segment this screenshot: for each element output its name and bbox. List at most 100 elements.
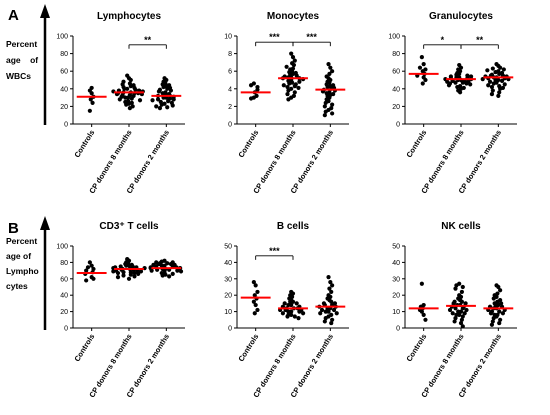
data-point (326, 275, 331, 280)
data-point (486, 83, 491, 88)
y-tick-label: 40 (224, 260, 232, 267)
data-point (419, 309, 424, 314)
data-point (280, 311, 285, 316)
category-label: CP donors 2 months (125, 128, 171, 195)
category-label: CP donors 2 months (289, 128, 335, 195)
data-point (489, 322, 495, 327)
data-point (128, 84, 133, 89)
category-label: CP donors 2 months (457, 128, 503, 195)
data-point (136, 271, 141, 276)
data-point (491, 81, 496, 86)
data-point (175, 268, 180, 273)
data-point (122, 86, 127, 91)
y-tick-label: 50 (392, 244, 400, 251)
category-label: Controls (404, 332, 428, 363)
row-b-ylabel-line-1: Percent (6, 236, 37, 246)
data-point (178, 269, 184, 274)
data-point (301, 311, 306, 316)
data-point (251, 299, 256, 304)
data-point (155, 97, 161, 102)
data-point (326, 62, 331, 67)
data-point (493, 69, 498, 75)
data-point (419, 55, 424, 60)
data-point (255, 289, 260, 295)
data-point (460, 324, 465, 329)
data-point (329, 299, 334, 304)
data-point (318, 311, 323, 316)
data-point (159, 263, 164, 268)
category-label: CP donors 2 months (457, 332, 503, 399)
y-tick-label: 20 (392, 293, 400, 300)
data-point (286, 309, 291, 314)
y-tick-label: 10 (224, 309, 232, 316)
data-point (156, 89, 162, 94)
data-point (281, 83, 286, 88)
y-tick-label: 40 (60, 86, 68, 93)
data-point (123, 95, 128, 100)
y-tick-label: 100 (388, 34, 400, 41)
data-point (499, 78, 505, 83)
data-point (493, 302, 498, 308)
data-point (458, 90, 463, 95)
panel-title: Monocytes (267, 11, 320, 22)
data-point (91, 276, 96, 281)
data-point (447, 307, 453, 313)
y-tick-label: 60 (60, 69, 68, 76)
y-tick-label: 100 (56, 34, 68, 41)
row-a-ylabel-line-1: Percent (6, 39, 37, 49)
y-tick-label: 0 (396, 326, 400, 333)
data-point (149, 268, 154, 273)
data-point (84, 278, 89, 283)
data-point (453, 316, 458, 321)
data-point (255, 84, 260, 90)
data-point (133, 87, 138, 92)
panel-title: CD3⁺ T cells (99, 221, 159, 232)
data-point (330, 283, 335, 288)
row-b-ylabel-line-3: Lympho (6, 266, 39, 276)
data-point (323, 100, 328, 105)
data-point (463, 301, 468, 306)
data-point (421, 62, 426, 67)
data-point (490, 66, 495, 71)
data-point (111, 269, 116, 274)
data-point (446, 83, 452, 88)
y-tick-label: 20 (60, 104, 68, 111)
data-point (165, 261, 170, 266)
data-point (327, 286, 332, 291)
y-tick-label: 40 (60, 293, 68, 300)
data-point (498, 65, 503, 70)
data-point (323, 109, 328, 114)
row-a-ylabel-line-3: WBCs (6, 71, 31, 81)
data-point (126, 276, 132, 281)
data-point (334, 311, 339, 316)
y-tick-label: 20 (224, 293, 232, 300)
y-tick-label: 50 (224, 244, 232, 251)
data-point (289, 51, 294, 56)
data-point (282, 301, 287, 306)
data-point (255, 307, 260, 313)
data-point (423, 77, 428, 83)
data-point (248, 83, 254, 88)
data-point (498, 317, 503, 322)
category-label: CP donors 2 months (289, 332, 335, 399)
data-point (170, 271, 175, 276)
data-point (288, 299, 293, 304)
data-point (453, 286, 458, 291)
data-point (460, 306, 465, 311)
significance-label: * (441, 35, 445, 45)
data-point (421, 312, 426, 317)
data-point (456, 309, 461, 314)
data-point (453, 80, 458, 85)
data-point (85, 265, 91, 270)
panel-3: Granulocytes 0 20 40 60 80 100 Controls CP donor… (388, 11, 517, 195)
data-point (491, 296, 496, 301)
data-point (84, 268, 89, 273)
data-point (459, 289, 464, 295)
data-point (330, 111, 335, 116)
y-tick-label: 20 (60, 309, 68, 316)
y-tick-label: 8 (228, 51, 232, 58)
data-point (160, 273, 165, 278)
data-point (297, 309, 302, 314)
